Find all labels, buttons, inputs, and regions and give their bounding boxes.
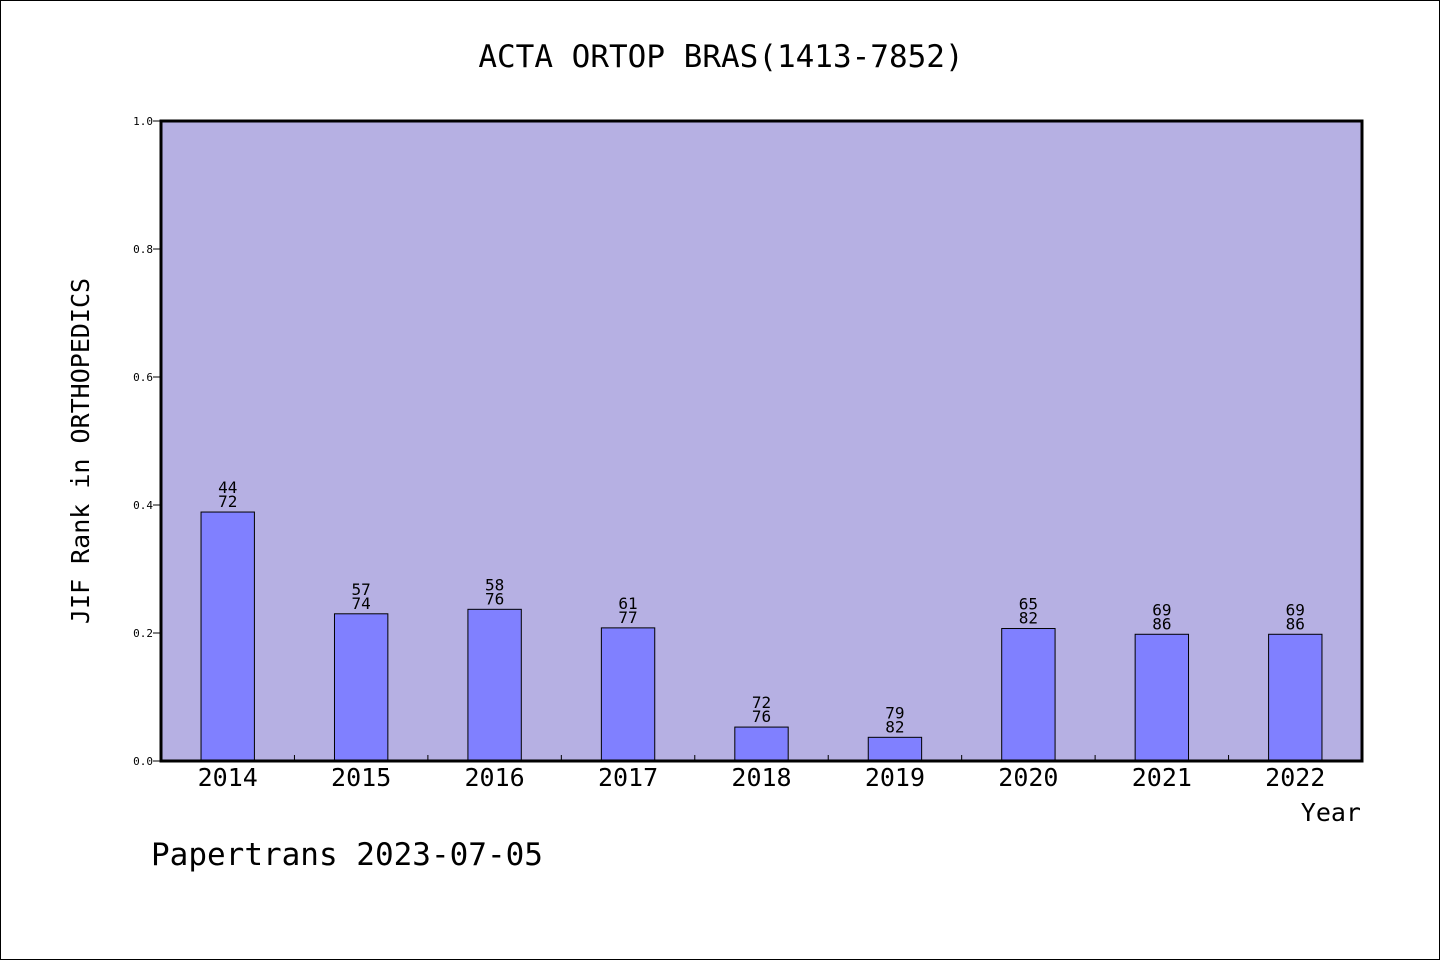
bar-label-rank: 69 — [1152, 600, 1171, 619]
bar-label-rank: 79 — [885, 703, 904, 722]
bar-label-total: 86 — [1286, 614, 1305, 633]
y-axis-label: JIF Rank in ORTHOPEDICS — [66, 278, 95, 624]
footer-credit: Papertrans 2023-07-05 — [151, 837, 543, 873]
bar-label-total: 77 — [618, 608, 637, 627]
bars — [200, 511, 1323, 762]
bar-label-total: 82 — [885, 717, 904, 736]
x-tick-label: 2015 — [331, 763, 391, 792]
x-tick-label: 2014 — [198, 763, 258, 792]
bar-label-rank: 58 — [485, 575, 504, 594]
x-axis-label: Year — [1301, 798, 1361, 827]
bar-2015 — [333, 613, 389, 762]
bar-2020 — [1001, 628, 1056, 762]
y-tick-label: 0.2 — [133, 627, 153, 640]
y-tick-label: 0.0 — [133, 755, 153, 768]
x-axis: 2014 2015 2016 2017 2018 2019 2020 2021 2022 — [198, 755, 1325, 792]
bar-label-rank: 72 — [752, 693, 771, 712]
bar-label-rank: 69 — [1286, 600, 1305, 619]
bar-label-total: 72 — [218, 492, 237, 511]
bar-label-total: 76 — [752, 707, 771, 726]
x-tick-label: 2022 — [1265, 763, 1325, 792]
bar-label-total: 76 — [485, 589, 504, 608]
y-tick-label: 0.4 — [133, 499, 153, 512]
chart-title: ACTA ORTOP BRAS(1413-7852) — [478, 39, 963, 75]
bar-2022 — [1268, 633, 1323, 762]
y-tick-label: 0.8 — [133, 243, 153, 256]
y-tick-label: 0.6 — [133, 371, 153, 384]
x-tick-label: 2016 — [465, 763, 525, 792]
bar-2019 — [867, 736, 923, 762]
bar-2021 — [1134, 633, 1190, 762]
x-tick-label: 2019 — [865, 763, 925, 792]
y-axis: 0.0 0.2 0.4 0.6 0.8 1.0 — [133, 115, 161, 768]
x-tick-label: 2018 — [731, 763, 791, 792]
x-tick-label: 2021 — [1132, 763, 1192, 792]
bar-2018 — [734, 726, 789, 762]
bar-2014 — [200, 511, 255, 762]
bar-label-total: 74 — [352, 594, 371, 613]
plot-border — [159, 119, 1364, 763]
y-tick-label: 1.0 — [133, 115, 153, 128]
bar-label-rank: 57 — [352, 580, 371, 599]
bar-label-rank: 65 — [1019, 595, 1038, 614]
bar-label-rank: 44 — [218, 478, 237, 497]
bar-label-total: 86 — [1152, 614, 1171, 633]
x-tick-label: 2020 — [998, 763, 1058, 792]
x-tick-label: 2017 — [598, 763, 658, 792]
bar-label-total: 82 — [1019, 609, 1038, 628]
bar-label-rank: 61 — [618, 594, 637, 613]
bar-2017 — [600, 627, 656, 762]
bar-2016 — [467, 608, 522, 762]
